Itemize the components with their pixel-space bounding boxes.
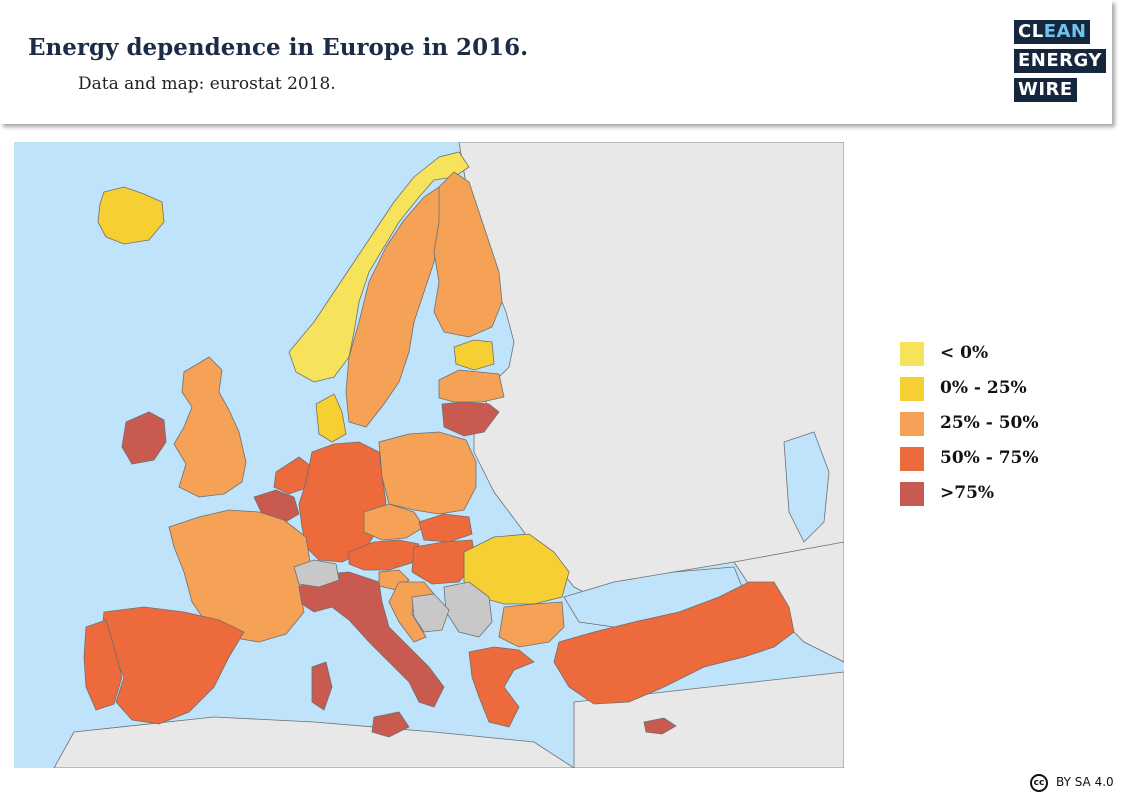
legend-item: < 0% bbox=[900, 342, 1100, 366]
country-italy-sicily bbox=[371, 711, 410, 738]
country-united-kingdom bbox=[173, 356, 247, 498]
country-bulgaria bbox=[498, 601, 565, 648]
country-switzerland bbox=[293, 559, 340, 588]
country-ireland bbox=[121, 411, 167, 465]
country-turkey bbox=[553, 581, 795, 705]
country-sweden bbox=[345, 186, 450, 428]
legend-swatch bbox=[900, 447, 924, 471]
country-czechia bbox=[363, 503, 425, 541]
map-svg bbox=[14, 141, 845, 769]
europe-map bbox=[14, 141, 845, 769]
legend-item: 0% - 25% bbox=[900, 377, 1100, 401]
legend-label: 50% - 75% bbox=[940, 448, 1039, 468]
country-bosnia bbox=[411, 593, 450, 633]
country-norway bbox=[288, 151, 470, 383]
country-serbia bbox=[443, 581, 493, 638]
logo-line-3: WIRE bbox=[1014, 78, 1077, 102]
country-lithuania bbox=[441, 401, 500, 437]
legend-swatch bbox=[900, 412, 924, 436]
legend-label: >75% bbox=[940, 483, 995, 503]
country-iceland bbox=[97, 186, 165, 245]
country-poland bbox=[378, 431, 477, 515]
country-croatia bbox=[388, 581, 435, 643]
license-text: BY SA 4.0 bbox=[1056, 775, 1114, 789]
legend-item: 50% - 75% bbox=[900, 447, 1100, 471]
country-italy-sardinia bbox=[311, 661, 333, 711]
country-finland bbox=[433, 171, 503, 338]
legend-swatch bbox=[900, 482, 924, 506]
legend-item: >75% bbox=[900, 482, 1100, 506]
page-subtitle: Data and map: eurostat 2018. bbox=[78, 74, 336, 94]
clean-energy-wire-logo: CLEAN ENERGY WIRE bbox=[1014, 20, 1106, 106]
country-estonia bbox=[453, 339, 495, 371]
country-greece bbox=[468, 646, 535, 728]
page-title: Energy dependence in Europe in 2016. bbox=[28, 34, 529, 61]
header-band: Energy dependence in Europe in 2016. Dat… bbox=[0, 0, 1112, 124]
country-portugal bbox=[83, 619, 123, 711]
country-italy bbox=[298, 571, 445, 708]
country-france bbox=[168, 509, 311, 643]
creative-commons-icon: cc bbox=[1030, 774, 1048, 792]
caspian-sea bbox=[783, 431, 830, 543]
legend-swatch bbox=[900, 377, 924, 401]
country-slovakia bbox=[418, 513, 473, 543]
country-cyprus bbox=[643, 717, 677, 735]
legend-label: 0% - 25% bbox=[940, 378, 1027, 398]
legend-item: 25% - 50% bbox=[900, 412, 1100, 436]
logo-line-2: ENERGY bbox=[1014, 49, 1106, 73]
country-denmark bbox=[315, 393, 347, 443]
country-latvia bbox=[438, 369, 505, 403]
legend-swatch bbox=[900, 342, 924, 366]
logo-line-1: CLEAN bbox=[1014, 20, 1091, 44]
legend-label: < 0% bbox=[940, 343, 989, 363]
legend-label: 25% - 50% bbox=[940, 413, 1039, 433]
